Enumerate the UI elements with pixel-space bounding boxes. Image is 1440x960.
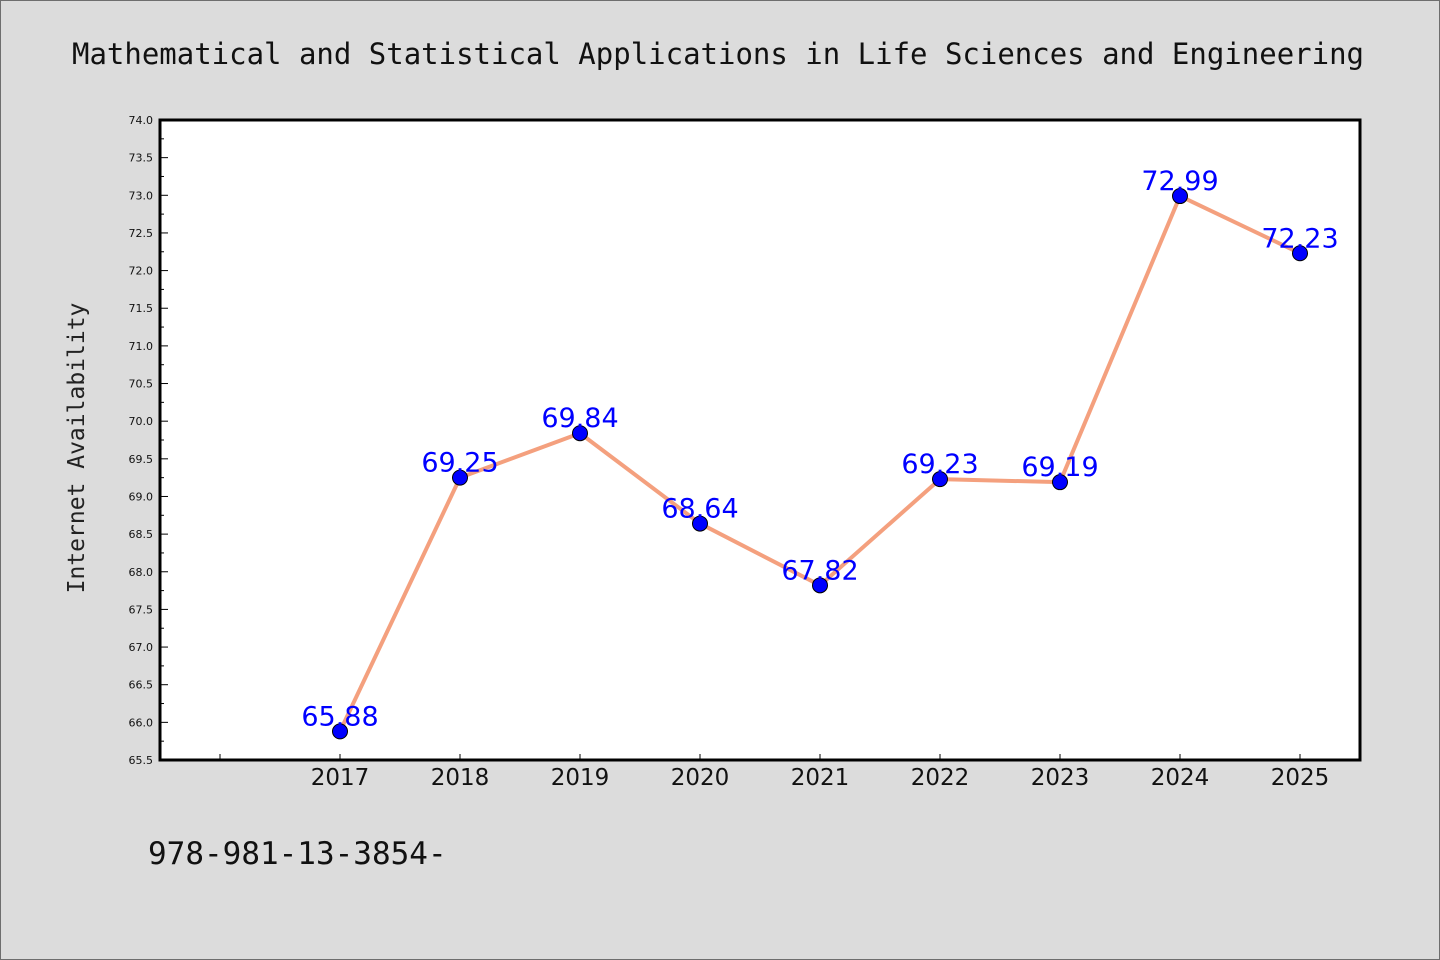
y-tick-label: 68.5: [129, 528, 154, 541]
y-tick-label: 69.5: [129, 453, 154, 466]
x-tick-label: 2023: [1031, 765, 1090, 791]
plot-area: [160, 120, 1360, 760]
data-label: 65.88: [301, 701, 378, 732]
x-tick-label: 2019: [551, 765, 610, 791]
data-point: [332, 723, 348, 740]
y-tick-label: 72.0: [129, 265, 154, 278]
data-label: 72.99: [1141, 166, 1218, 197]
y-tick-label: 71.5: [129, 302, 154, 315]
y-tick-label: 72.5: [129, 227, 154, 240]
y-tick-label: 67.5: [129, 603, 154, 616]
x-tick-label: 2021: [791, 765, 850, 791]
data-label: 68.64: [661, 494, 738, 525]
chart-title: Mathematical and Statistical Application…: [72, 37, 1364, 71]
y-tick-label: 66.5: [129, 679, 154, 692]
x-tick-label: 2018: [431, 765, 490, 791]
data-label: 69.84: [541, 403, 618, 434]
x-tick-label: 2020: [671, 765, 730, 791]
plot-border: [158, 118, 1362, 762]
y-tick-label: 65.5: [129, 754, 154, 767]
data-point: [812, 577, 828, 594]
data-label: 69.19: [1021, 452, 1098, 483]
data-point: [572, 425, 588, 442]
data-label: 69.23: [901, 449, 978, 480]
y-tick-label: 68.0: [129, 566, 154, 579]
y-tick-label: 66.0: [129, 716, 154, 729]
y-tick-label: 74.0: [129, 114, 154, 127]
data-point: [1172, 188, 1188, 205]
data-labels: 65.88 69.25 69.84 68.64 67.82 69.23 69.19 72.99…: [301, 166, 1338, 732]
x-tick-label: 2022: [911, 765, 970, 791]
data-label: 67.82: [781, 555, 858, 586]
y-tick-label: 73.5: [129, 152, 154, 165]
data-label: 69.25: [421, 448, 498, 479]
x-tick-label: 2025: [1271, 765, 1330, 791]
y-axis-label: Internet Availability: [64, 303, 90, 594]
y-tick-label: 69.0: [129, 490, 154, 503]
y-tick-label: 67.0: [129, 641, 154, 654]
data-point: [1292, 245, 1308, 262]
y-tick-label: 71.0: [129, 340, 154, 353]
data-point: [1052, 474, 1068, 491]
data-point: [452, 469, 468, 486]
y-tick-label: 70.5: [129, 378, 154, 391]
x-axis: 2017 2018 2019 2020 2021 2022 2023 2024 2025: [219, 754, 1330, 791]
x-tick-label: 2017: [311, 765, 370, 791]
data-point: [692, 515, 708, 532]
data-point: [932, 471, 948, 488]
y-tick-label: 73.0: [129, 189, 154, 202]
x-tick-label: 2024: [1151, 765, 1210, 791]
data-points: [332, 188, 1308, 740]
data-label: 72.23: [1261, 223, 1338, 254]
y-tick-label: 70.0: [129, 415, 154, 428]
footer-isbn: 978-981-13-3854-: [148, 836, 447, 872]
